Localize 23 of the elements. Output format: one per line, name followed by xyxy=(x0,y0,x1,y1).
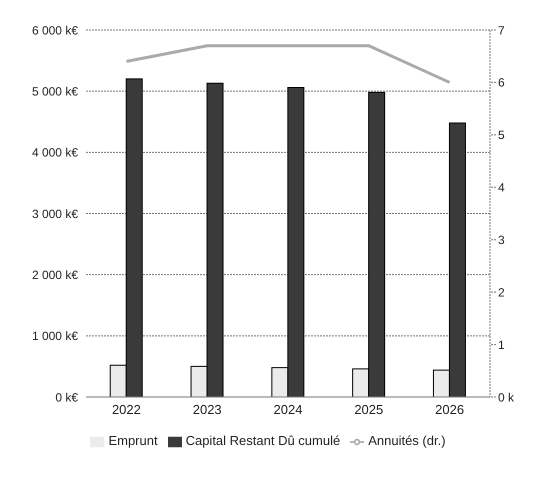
y2-tick-label: 3 xyxy=(498,232,505,247)
y2-tick-label: 4 xyxy=(498,180,505,195)
y2-tick-label: 0 k xyxy=(498,390,516,404)
y-tick-label: 4 000 k€ xyxy=(32,146,78,160)
y2-tick-label: 5 xyxy=(498,128,505,142)
legend-label: Capital Restant Dû cumulé xyxy=(186,433,340,448)
y2-tick-label: 1 xyxy=(498,338,505,352)
y-tick-label: 5 000 k€ xyxy=(32,84,78,98)
y-tick-label: 2 000 k€ xyxy=(32,268,78,282)
y2-tick-label: 2 xyxy=(498,285,505,300)
x-tick-label: 2023 xyxy=(192,402,222,418)
legend-label: Annuités (dr.) xyxy=(368,433,446,448)
x-tick-label: 2024 xyxy=(274,402,302,418)
x-tick-label: 2025 xyxy=(354,402,384,418)
x-tick-label: 2022 xyxy=(112,402,141,418)
y-tick-label: 0 k€ xyxy=(55,390,78,404)
y-tick-label: 6 000 k€ xyxy=(32,23,78,38)
y-tick-label: 1 000 k€ xyxy=(32,329,78,344)
y-tick-label: 3 000 k€ xyxy=(32,206,78,221)
x-tick-label: 2026 xyxy=(435,402,464,418)
y2-tick-label: 6 xyxy=(498,76,505,90)
legend-label: Emprunt xyxy=(108,433,158,448)
y2-tick-label: 7 xyxy=(498,23,505,38)
